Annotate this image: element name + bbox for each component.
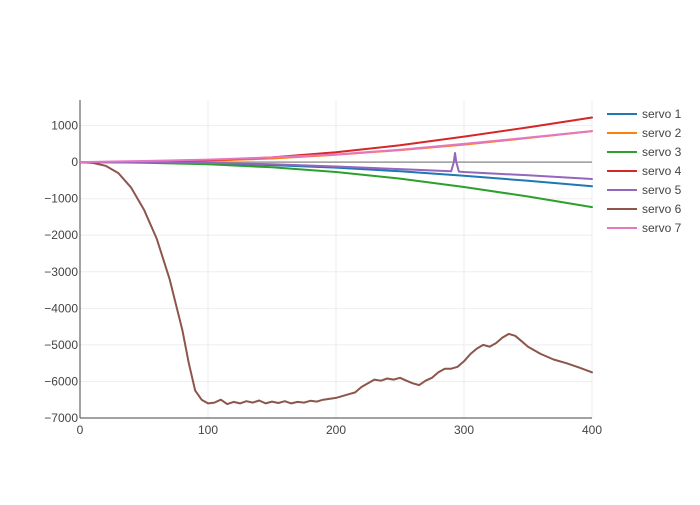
legend-item-servo-5[interactable]: servo 5 [607,183,682,197]
legend-label: servo 3 [642,145,682,159]
legend-label: servo 6 [642,202,682,216]
series-line-servo-5[interactable] [79,152,593,180]
y-tick-label: −7000 [44,411,78,425]
legend-label: servo 4 [642,164,682,178]
y-tick-label: −6000 [44,374,78,388]
legend-item-servo-6[interactable]: servo 6 [607,202,682,216]
plot-area [79,116,593,406]
y-tick-label: 1000 [51,119,78,133]
series-line-servo-7[interactable] [79,130,593,164]
y-tick-label: −3000 [44,265,78,279]
legend-label: servo 2 [642,126,682,140]
axes [79,100,592,419]
legend-label: servo 7 [642,221,682,235]
tick-labels: 0 100 200 300 400 1000 0 −1000 −2000 −3000 −4000 −5… [44,119,602,437]
series-line-servo-6[interactable] [79,161,593,406]
legend-label: servo 1 [642,107,682,121]
y-tick-label: −4000 [44,301,78,315]
legend-item-servo-2[interactable]: servo 2 [607,126,682,140]
x-tick-label: 300 [454,423,474,437]
x-tick-label: 400 [582,423,602,437]
y-tick-label: 0 [71,155,78,169]
legend-item-servo-3[interactable]: servo 3 [607,145,682,159]
legend-item-servo-7[interactable]: servo 7 [607,221,682,235]
x-tick-label: 100 [198,423,218,437]
y-tick-label: −5000 [44,338,78,352]
x-tick-label: 200 [326,423,346,437]
x-tick-label: 0 [77,423,84,437]
y-tick-label: −2000 [44,228,78,242]
gridlines [80,100,593,419]
legend[interactable]: servo 1 servo 2 servo 3 servo 4 servo 5 servo… [607,107,682,235]
legend-label: servo 5 [642,183,682,197]
legend-item-servo-4[interactable]: servo 4 [607,164,682,178]
legend-item-servo-1[interactable]: servo 1 [607,107,682,121]
y-tick-label: −1000 [44,192,78,206]
